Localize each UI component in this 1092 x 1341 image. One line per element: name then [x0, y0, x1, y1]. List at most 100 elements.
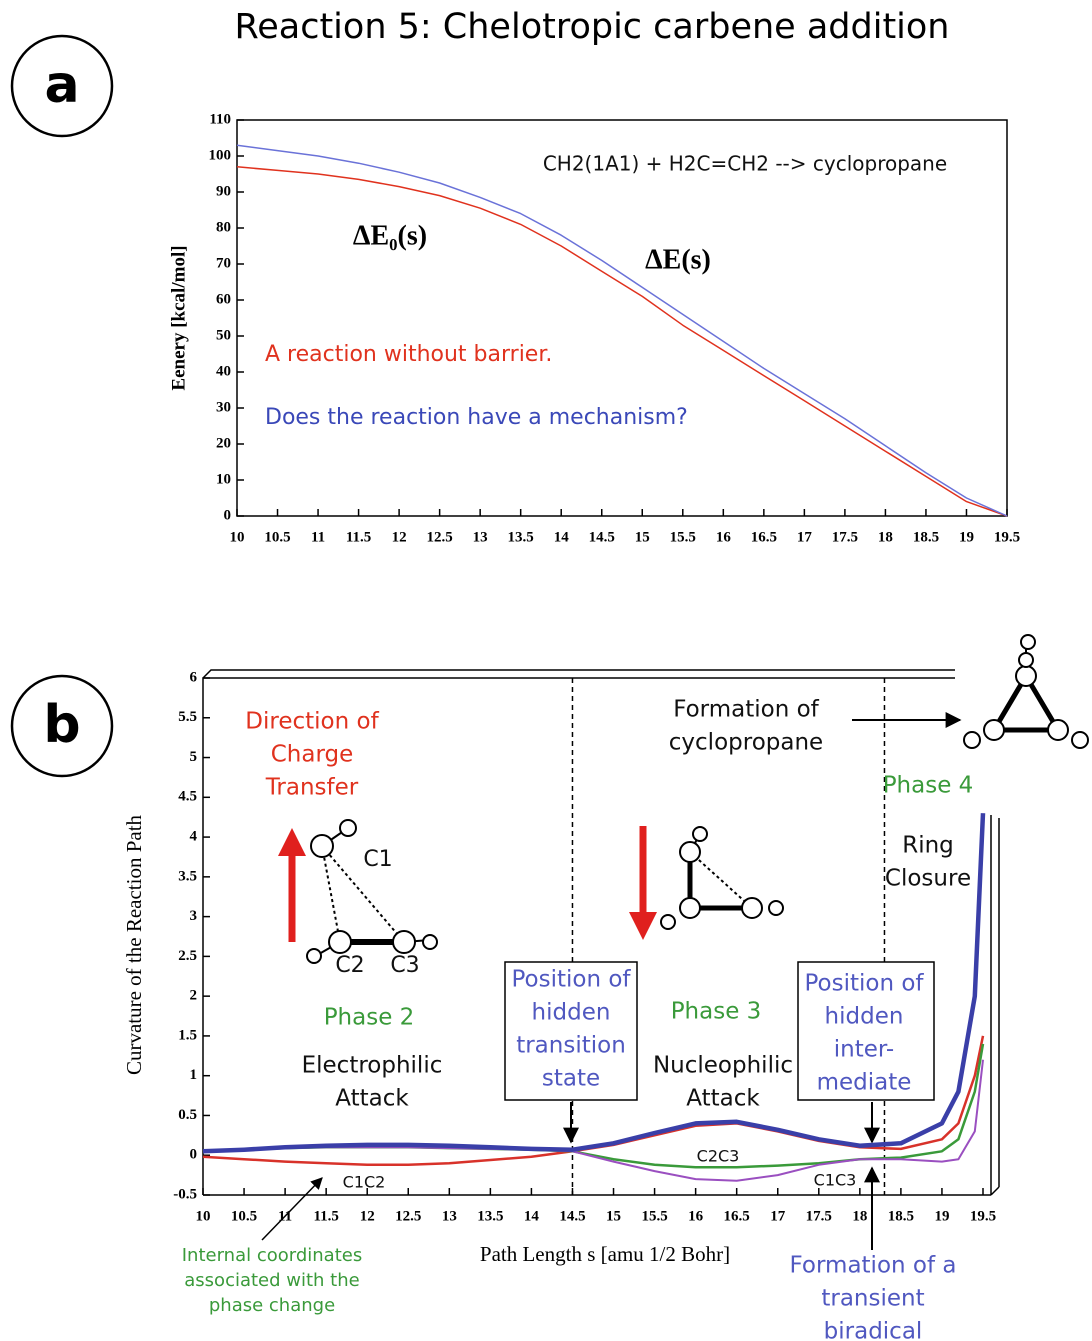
- annotation: Position of: [804, 971, 924, 997]
- y-tick-label: 5: [190, 749, 198, 765]
- x-tick-label: 12: [392, 529, 407, 545]
- annotation: C3: [390, 953, 419, 978]
- y-tick-label: 0: [224, 507, 232, 523]
- y-tick-label: 4: [190, 829, 198, 845]
- x-tick-label: 14.5: [559, 1208, 585, 1224]
- x-tick-label: 17.5: [806, 1208, 832, 1224]
- x-tick-label: 15: [635, 529, 650, 545]
- x-tick-label: 13.5: [508, 529, 534, 545]
- x-axis-label: Path Length s [amu 1/2 Bohr]: [480, 1242, 730, 1266]
- annotation: C1C3: [814, 1171, 857, 1190]
- annotation: phase change: [209, 1295, 335, 1316]
- x-tick-label: 10.5: [231, 1208, 257, 1224]
- x-tick-label: 16.5: [751, 529, 777, 545]
- annotation: C2: [335, 953, 364, 978]
- y-tick-label: 40: [216, 363, 231, 379]
- annotation: Transfer: [265, 775, 359, 801]
- y-tick-label: 2: [190, 988, 198, 1004]
- x-tick-label: 16.5: [724, 1208, 750, 1224]
- annotation: Electrophilic: [302, 1053, 443, 1079]
- x-tick-label: 11.5: [313, 1208, 338, 1224]
- y-tick-label: 6: [190, 669, 198, 685]
- figure: a Reaction 5: Chelotropic carbene additio…: [0, 0, 1092, 1341]
- annotation: hidden: [825, 1004, 904, 1030]
- x-tick-label: 15.5: [670, 529, 696, 545]
- x-tick-label: 18.5: [913, 529, 939, 545]
- y-tick-label: 50: [216, 327, 231, 343]
- x-tick-label: 18.5: [888, 1208, 914, 1224]
- data-line: [237, 145, 1007, 516]
- annotation: hidden: [532, 1000, 611, 1026]
- annotation: cyclopropane: [669, 730, 823, 756]
- annotation: Ring: [902, 833, 954, 859]
- y-tick-label: 100: [209, 147, 232, 163]
- x-tick-label: 16: [688, 1208, 704, 1224]
- series-label: ΔE₀(s): [353, 220, 427, 251]
- x-tick-label: 10: [196, 1208, 211, 1224]
- annotation: Attack: [335, 1086, 409, 1112]
- annotation: Formation of: [673, 697, 819, 723]
- chart-title: Reaction 5: Chelotropic carbene addition: [234, 7, 949, 47]
- x-tick-label: 13.5: [477, 1208, 503, 1224]
- plot-frame: [237, 120, 1007, 516]
- annotation: Closure: [885, 866, 971, 892]
- y-tick-label: 90: [216, 183, 231, 199]
- y-tick-label: 20: [216, 435, 231, 451]
- x-tick-label: 14: [524, 1208, 540, 1224]
- x-tick-label: 13: [442, 1208, 457, 1224]
- x-tick-label: 12.5: [427, 529, 453, 545]
- y-tick-label: 10: [216, 471, 231, 487]
- annotation: inter-: [834, 1037, 894, 1063]
- annotation: state: [542, 1066, 600, 1092]
- x-tick-label: 10: [230, 529, 245, 545]
- y-tick-label: 0.5: [178, 1107, 197, 1123]
- annotation: A reaction without barrier.: [265, 342, 552, 367]
- annotation: CH2(1A1) + H2C=CH2 --> cyclopropane: [543, 152, 947, 176]
- annotation: associated with the: [184, 1270, 359, 1291]
- y-axis-label: Eenery [kcal/mol]: [168, 245, 189, 390]
- annotation: transition: [516, 1033, 626, 1059]
- x-tick-label: 19.5: [970, 1208, 996, 1224]
- panel-label: a: [44, 55, 79, 115]
- x-tick-label: 17: [770, 1208, 786, 1224]
- annotation: Formation of a: [790, 1253, 957, 1279]
- annotation: Does the reaction have a mechanism?: [265, 405, 688, 430]
- y-tick-label: 5.5: [178, 709, 197, 725]
- x-tick-label: 11.5: [346, 529, 371, 545]
- y-tick-label: 110: [209, 111, 231, 127]
- annotation: C1: [363, 847, 392, 872]
- annotation: Charge: [271, 742, 354, 768]
- x-tick-label: 17.5: [832, 529, 858, 545]
- x-tick-label: 19: [934, 1208, 949, 1224]
- annotation: Position of: [511, 967, 631, 993]
- y-tick-label: -0.5: [173, 1186, 197, 1202]
- x-tick-label: 19.5: [994, 529, 1020, 545]
- annotation: Phase 3: [671, 999, 762, 1025]
- x-tick-label: 17: [797, 529, 813, 545]
- y-tick-label: 0: [190, 1147, 198, 1163]
- x-tick-label: 18: [878, 529, 893, 545]
- y-tick-label: 4.5: [178, 789, 197, 805]
- x-tick-label: 12.5: [395, 1208, 421, 1224]
- annotation: transient: [821, 1286, 924, 1312]
- x-tick-label: 15: [606, 1208, 621, 1224]
- x-tick-label: 16: [716, 529, 732, 545]
- annotation: Phase 4: [883, 773, 974, 799]
- annotation: C1C2: [343, 1173, 386, 1192]
- annotation: mediate: [817, 1070, 912, 1096]
- x-tick-label: 15.5: [641, 1208, 667, 1224]
- y-tick-label: 1: [190, 1067, 198, 1083]
- series-label: ΔE(s): [645, 244, 711, 275]
- y-axis-label: Curvature of the Reaction Path: [122, 814, 146, 1075]
- y-tick-label: 1.5: [178, 1027, 197, 1043]
- x-tick-label: 19: [959, 529, 974, 545]
- y-tick-label: 30: [216, 399, 231, 415]
- y-tick-label: 60: [216, 291, 231, 307]
- x-tick-label: 14: [554, 529, 570, 545]
- x-tick-label: 14.5: [589, 529, 615, 545]
- y-tick-label: 3: [190, 908, 198, 924]
- annotation: biradical: [824, 1319, 923, 1341]
- y-tick-label: 3.5: [178, 868, 197, 884]
- x-tick-label: 11: [311, 529, 325, 545]
- x-tick-label: 12: [360, 1208, 375, 1224]
